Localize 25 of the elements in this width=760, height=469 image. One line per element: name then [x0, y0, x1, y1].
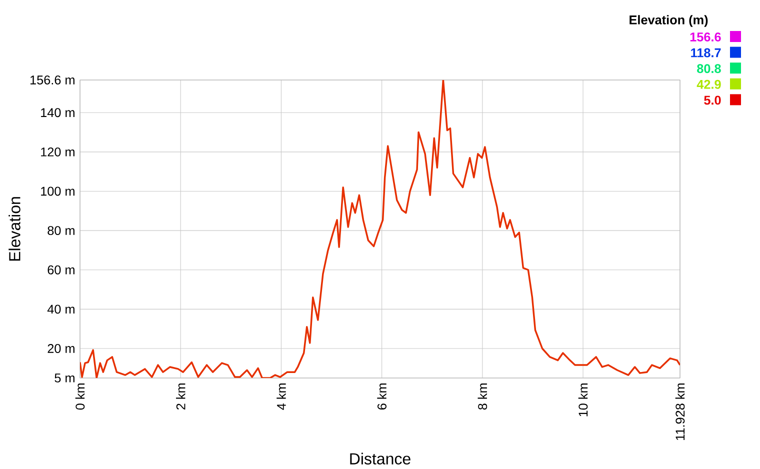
y-tick-label: 156.6 m — [30, 76, 74, 85]
color-bar-label: 80.8 — [697, 64, 721, 74]
x-tick-label: 8 km — [478, 384, 488, 410]
y-tick-label: 40 m — [47, 304, 74, 314]
y-tick-label: 100 m — [41, 186, 74, 196]
x-tick-label: 10 km — [578, 384, 588, 416]
y-tick-label: 20 m — [48, 344, 74, 354]
x-tick-label: 4 km — [276, 384, 286, 410]
x-axis-title: Distance — [350, 452, 410, 464]
x-tick-label: 11.928 km — [675, 384, 685, 440]
y-tick-label: 80 m — [48, 226, 74, 236]
line-series — [80, 80, 680, 378]
y-tick-label: 5 m — [54, 374, 74, 382]
x-tick-label: 6 km — [377, 384, 386, 410]
color-bar-label: 5.0 — [704, 96, 721, 105]
y-axis-title: Elevation — [8, 197, 20, 261]
y-tick-label: 120 m — [41, 147, 74, 156]
color-bar-label: 42.9 — [696, 80, 721, 89]
color-bar-label: 118.7 — [691, 48, 721, 58]
x-tick-label: 0 km — [75, 384, 85, 410]
x-tick-label: 2 km — [176, 384, 186, 410]
color-bar-label: 156.6 — [690, 32, 721, 42]
y-tick-label: 60 m — [48, 265, 74, 274]
y-tick-label: 140 m — [41, 108, 74, 118]
color-bar-title: Elevation (m) — [630, 15, 708, 27]
